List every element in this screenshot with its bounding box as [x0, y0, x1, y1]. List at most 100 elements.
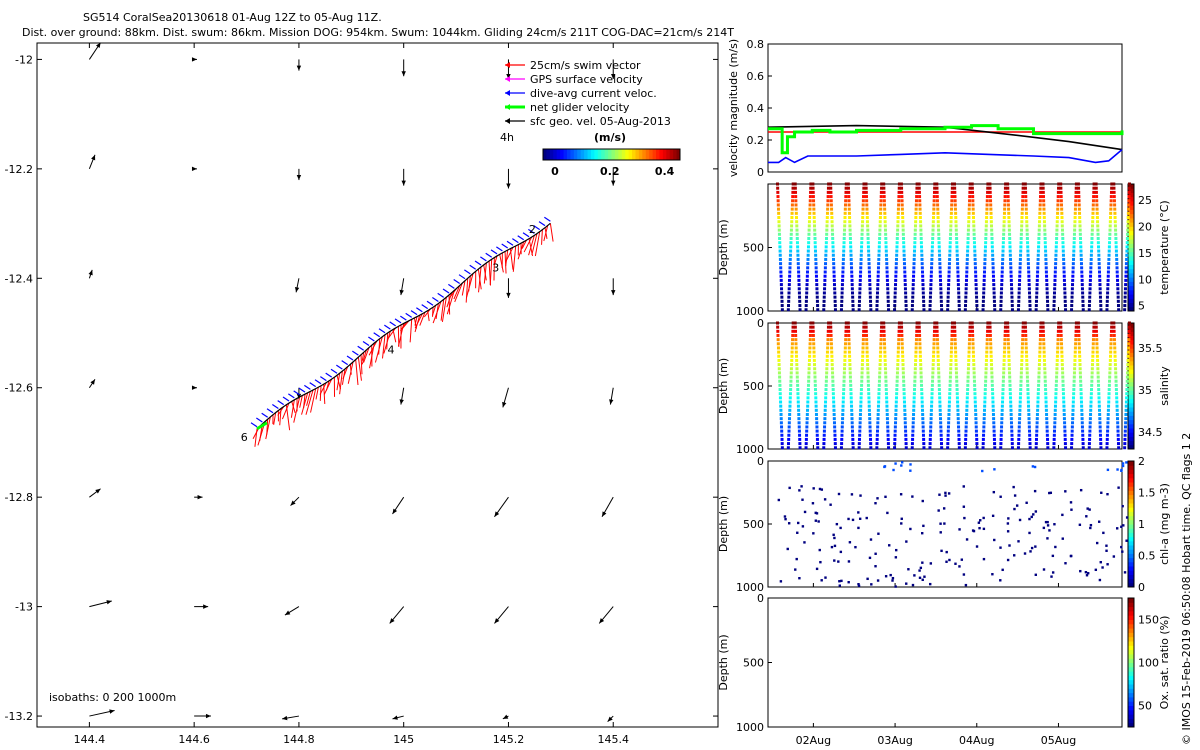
profile-point — [1108, 375, 1112, 379]
profile-point — [948, 379, 952, 383]
profile-point — [841, 274, 845, 278]
profile-point — [966, 383, 970, 387]
profile-point — [921, 421, 925, 425]
profile-point — [947, 266, 951, 270]
profile-point — [1054, 379, 1058, 383]
profile-point — [948, 375, 952, 379]
profile-point — [1114, 383, 1118, 387]
profile-point — [967, 203, 971, 207]
profile-point — [1099, 299, 1103, 303]
profile-point — [780, 304, 784, 308]
profile-ytick-label: 0 — [757, 592, 764, 605]
profile-point — [1010, 287, 1014, 291]
profile-point — [910, 304, 914, 308]
profile-point — [796, 392, 800, 396]
profile-point — [937, 367, 941, 371]
profile-point — [939, 425, 943, 429]
profile-point — [794, 211, 798, 215]
profile-point — [1079, 253, 1083, 257]
profile-point — [1070, 433, 1074, 437]
profile-point — [875, 299, 879, 303]
profile-point — [777, 363, 781, 367]
profile-point — [1056, 203, 1060, 207]
profile-point — [984, 232, 988, 236]
profile-point — [791, 321, 795, 325]
profile-point — [826, 186, 830, 190]
profile-point — [1028, 437, 1032, 441]
profile-point — [780, 442, 784, 446]
profile-point — [1027, 412, 1031, 416]
profile-point — [1098, 287, 1102, 291]
profile-point — [1018, 412, 1022, 416]
profile-colorbar-segment — [1128, 369, 1134, 374]
profile-colorbar-segment — [1128, 255, 1134, 261]
profile-point — [913, 245, 917, 249]
profile-point — [848, 363, 852, 367]
profile-point — [778, 245, 782, 249]
profile-point — [895, 241, 899, 245]
profile-point — [912, 270, 916, 274]
profile-point — [829, 195, 833, 199]
profile-point — [991, 262, 995, 266]
profile-point — [1020, 354, 1024, 358]
profile-point — [866, 371, 870, 375]
profile-point — [1097, 266, 1101, 270]
profile-point — [848, 541, 852, 544]
profile-point — [1061, 383, 1065, 387]
profile-colorbar-segment — [1128, 645, 1134, 651]
profile-point — [1092, 321, 1096, 325]
profile-point — [954, 224, 958, 228]
profile-point — [831, 249, 835, 253]
profile-point — [796, 388, 800, 392]
profile-point — [790, 350, 794, 354]
profile-point — [1042, 526, 1046, 530]
profile-point — [1007, 228, 1011, 232]
profile-point — [971, 350, 975, 354]
profile-point — [1091, 338, 1095, 342]
profile-point — [972, 241, 976, 245]
profile-point — [1113, 203, 1117, 207]
profile-point — [929, 270, 933, 274]
profile-point — [1023, 325, 1027, 329]
profile-point — [1001, 396, 1005, 400]
profile-point — [894, 408, 898, 412]
profile-point — [946, 308, 950, 312]
profile-point — [1042, 342, 1046, 346]
profile-point — [1089, 266, 1093, 270]
profile-point — [963, 446, 967, 450]
profile-point — [1106, 408, 1110, 412]
profile-point — [991, 412, 995, 416]
profile-point — [861, 354, 865, 358]
profile-point — [1006, 333, 1010, 337]
profile-point — [919, 375, 923, 379]
profile-point — [808, 195, 812, 199]
profile-point — [1069, 501, 1073, 504]
profile-point — [1126, 216, 1130, 220]
profile-point — [907, 568, 910, 571]
profile-point — [790, 346, 794, 350]
profile-point — [1070, 554, 1073, 558]
profile-point — [902, 388, 906, 392]
profile-point — [830, 207, 834, 211]
profile-point — [1061, 375, 1065, 379]
profile-point — [893, 304, 897, 308]
profile-point — [1001, 236, 1005, 240]
profile-point — [929, 412, 933, 416]
profile-point — [1055, 371, 1059, 375]
profile-point — [776, 329, 780, 333]
profile-axes-frame — [767, 322, 1123, 450]
profile-point — [1108, 241, 1112, 245]
profile-point — [815, 512, 819, 515]
profile-point — [808, 203, 812, 207]
profile-point — [1009, 412, 1013, 416]
profile-point — [939, 531, 942, 534]
profile-point — [1063, 442, 1067, 446]
profile-point — [974, 287, 978, 291]
map-ytick-label: -12.8 — [5, 491, 33, 504]
profile-point — [813, 249, 817, 253]
profile-point — [1059, 329, 1063, 333]
profile-point — [1096, 241, 1100, 245]
profile-point — [1028, 433, 1032, 437]
profile-point — [955, 249, 959, 253]
